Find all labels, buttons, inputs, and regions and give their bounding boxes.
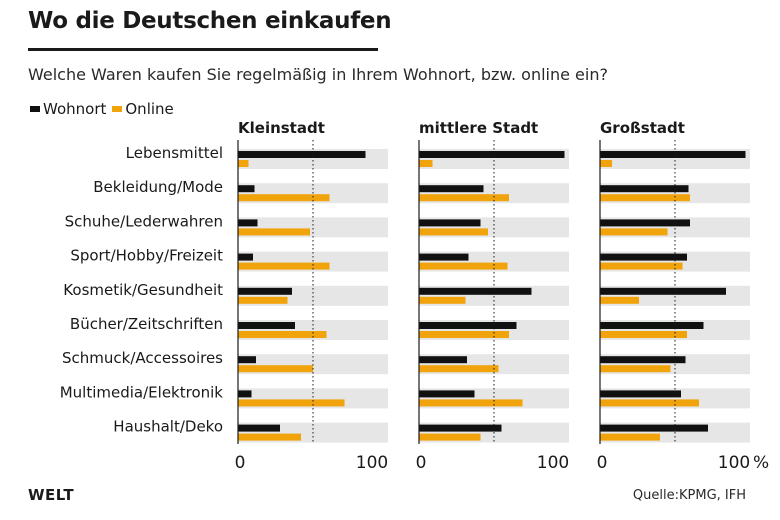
brand-logo: WELT — [28, 486, 75, 504]
bar-kleinstadt-online-schmuck-accessoires — [238, 365, 313, 373]
bar-kleinstadt-online-kosmetik-gesundheit — [238, 296, 288, 304]
tick-label-kleinstadt-100: 100 — [356, 453, 388, 473]
bar-großstadt-online-lebensmittel — [600, 160, 612, 167]
bar-mittlere-stadt-wohnort-multimedia-elektronik — [419, 390, 475, 398]
bar-mittlere-stadt-wohnort-schuhe-lederwahren — [419, 219, 481, 227]
category-label-bekleidung-mode: Bekleidung/Mode — [93, 178, 223, 196]
source-note: Quelle:KPMG, IFH — [632, 488, 746, 503]
bar-kleinstadt-online-bekleidung-mode — [238, 194, 330, 202]
bar-großstadt-wohnort-haushalt-deko — [600, 424, 708, 432]
bar-kleinstadt-wohnort-bücher-zeitschriften — [238, 322, 295, 329]
bar-mittlere-stadt-online-bekleidung-mode — [419, 194, 509, 202]
chart-title: Wo die Deutschen einkaufen — [28, 8, 392, 34]
panel-title-kleinstadt: Kleinstadt — [238, 119, 325, 137]
bar-großstadt-online-haushalt-deko — [600, 433, 660, 441]
category-label-kosmetik-gesundheit: Kosmetik/Gesundheit — [63, 281, 223, 299]
legend-swatch-online — [112, 106, 123, 112]
legend-label-online: Online — [125, 100, 174, 118]
bar-mittlere-stadt-wohnort-lebensmittel — [419, 151, 565, 158]
bar-mittlere-stadt-online-kosmetik-gesundheit — [419, 296, 466, 304]
bar-mittlere-stadt-wohnort-bekleidung-mode — [419, 185, 484, 193]
bar-kleinstadt-online-haushalt-deko — [238, 433, 301, 441]
category-label-multimedia-elektronik: Multimedia/Elektronik — [60, 383, 224, 401]
bar-kleinstadt-wohnort-multimedia-elektronik — [238, 390, 252, 398]
bar-kleinstadt-online-lebensmittel — [238, 160, 249, 167]
tick-label-mittlere-stadt-100: 100 — [537, 453, 569, 473]
legend-label-wohnort: Wohnort — [43, 100, 107, 118]
chart-subtitle: Welche Waren kaufen Sie regelmäßig in Ih… — [28, 65, 608, 84]
category-label-lebensmittel: Lebensmittel — [126, 144, 223, 162]
bar-mittlere-stadt-wohnort-sport-hobby-freizeit — [419, 253, 469, 261]
legend-item-wohnort: Wohnort — [30, 100, 106, 118]
bar-kleinstadt-wohnort-bekleidung-mode — [238, 185, 255, 193]
bar-mittlere-stadt-online-lebensmittel — [419, 160, 433, 167]
legend-item-online: Online — [112, 100, 174, 118]
panel-title-mittlere-stadt: mittlere Stadt — [419, 119, 538, 137]
bar-mittlere-stadt-wohnort-haushalt-deko — [419, 424, 502, 432]
bar-großstadt-wohnort-lebensmittel — [600, 151, 746, 158]
legend: Wohnort Online — [30, 100, 180, 118]
bar-mittlere-stadt-wohnort-kosmetik-gesundheit — [419, 287, 532, 295]
tick-label-großstadt-100: 100 — [718, 453, 750, 473]
bar-mittlere-stadt-online-schmuck-accessoires — [419, 365, 499, 373]
bar-großstadt-online-schuhe-lederwahren — [600, 228, 668, 236]
bar-großstadt-online-bücher-zeitschriften — [600, 331, 687, 338]
category-label-sport-hobby-freizeit: Sport/Hobby/Freizeit — [70, 247, 223, 265]
panel-title-großstadt: Großstadt — [600, 119, 685, 137]
bar-kleinstadt-wohnort-haushalt-deko — [238, 424, 280, 432]
title-underline — [28, 48, 378, 51]
bar-kleinstadt-online-schuhe-lederwahren — [238, 228, 310, 236]
tick-label-großstadt-0: 0 — [597, 453, 608, 473]
bar-großstadt-wohnort-multimedia-elektronik — [600, 390, 681, 398]
bar-mittlere-stadt-wohnort-bücher-zeitschriften — [419, 322, 517, 329]
category-label-schuhe-lederwahren: Schuhe/Lederwahren — [65, 212, 223, 230]
bar-großstadt-online-schmuck-accessoires — [600, 365, 671, 373]
category-label-bücher-zeitschriften: Bücher/Zeitschriften — [70, 315, 223, 333]
bar-großstadt-wohnort-schuhe-lederwahren — [600, 219, 690, 227]
bar-mittlere-stadt-online-sport-hobby-freizeit — [419, 262, 508, 270]
category-label-schmuck-accessoires: Schmuck/Accessoires — [62, 349, 223, 367]
bar-kleinstadt-online-bücher-zeitschriften — [238, 331, 327, 338]
bar-kleinstadt-online-multimedia-elektronik — [238, 399, 345, 407]
tick-label-mittlere-stadt-0: 0 — [416, 453, 427, 473]
legend-swatch-wohnort — [30, 106, 40, 112]
bar-mittlere-stadt-online-haushalt-deko — [419, 433, 481, 441]
bar-großstadt-online-kosmetik-gesundheit — [600, 296, 639, 304]
bar-großstadt-online-sport-hobby-freizeit — [600, 262, 683, 270]
bar-großstadt-wohnort-kosmetik-gesundheit — [600, 287, 726, 295]
bar-großstadt-wohnort-bekleidung-mode — [600, 185, 689, 193]
bar-großstadt-online-multimedia-elektronik — [600, 399, 699, 407]
bar-großstadt-wohnort-sport-hobby-freizeit — [600, 253, 687, 261]
tick-unit-label: % — [753, 453, 769, 473]
bar-mittlere-stadt-online-schuhe-lederwahren — [419, 228, 488, 236]
bar-großstadt-wohnort-schmuck-accessoires — [600, 356, 686, 364]
bar-mittlere-stadt-online-multimedia-elektronik — [419, 399, 523, 407]
bar-kleinstadt-wohnort-schuhe-lederwahren — [238, 219, 258, 227]
bar-mittlere-stadt-wohnort-schmuck-accessoires — [419, 356, 467, 364]
bar-großstadt-online-bekleidung-mode — [600, 194, 690, 202]
category-label-haushalt-deko: Haushalt/Deko — [113, 418, 223, 436]
bar-großstadt-wohnort-bücher-zeitschriften — [600, 322, 704, 329]
bar-kleinstadt-online-sport-hobby-freizeit — [238, 262, 330, 270]
bar-kleinstadt-wohnort-lebensmittel — [238, 151, 366, 158]
bar-kleinstadt-wohnort-kosmetik-gesundheit — [238, 287, 292, 295]
bar-kleinstadt-wohnort-sport-hobby-freizeit — [238, 253, 253, 261]
bar-mittlere-stadt-online-bücher-zeitschriften — [419, 331, 509, 338]
tick-label-kleinstadt-0: 0 — [235, 453, 246, 473]
bar-kleinstadt-wohnort-schmuck-accessoires — [238, 356, 256, 364]
